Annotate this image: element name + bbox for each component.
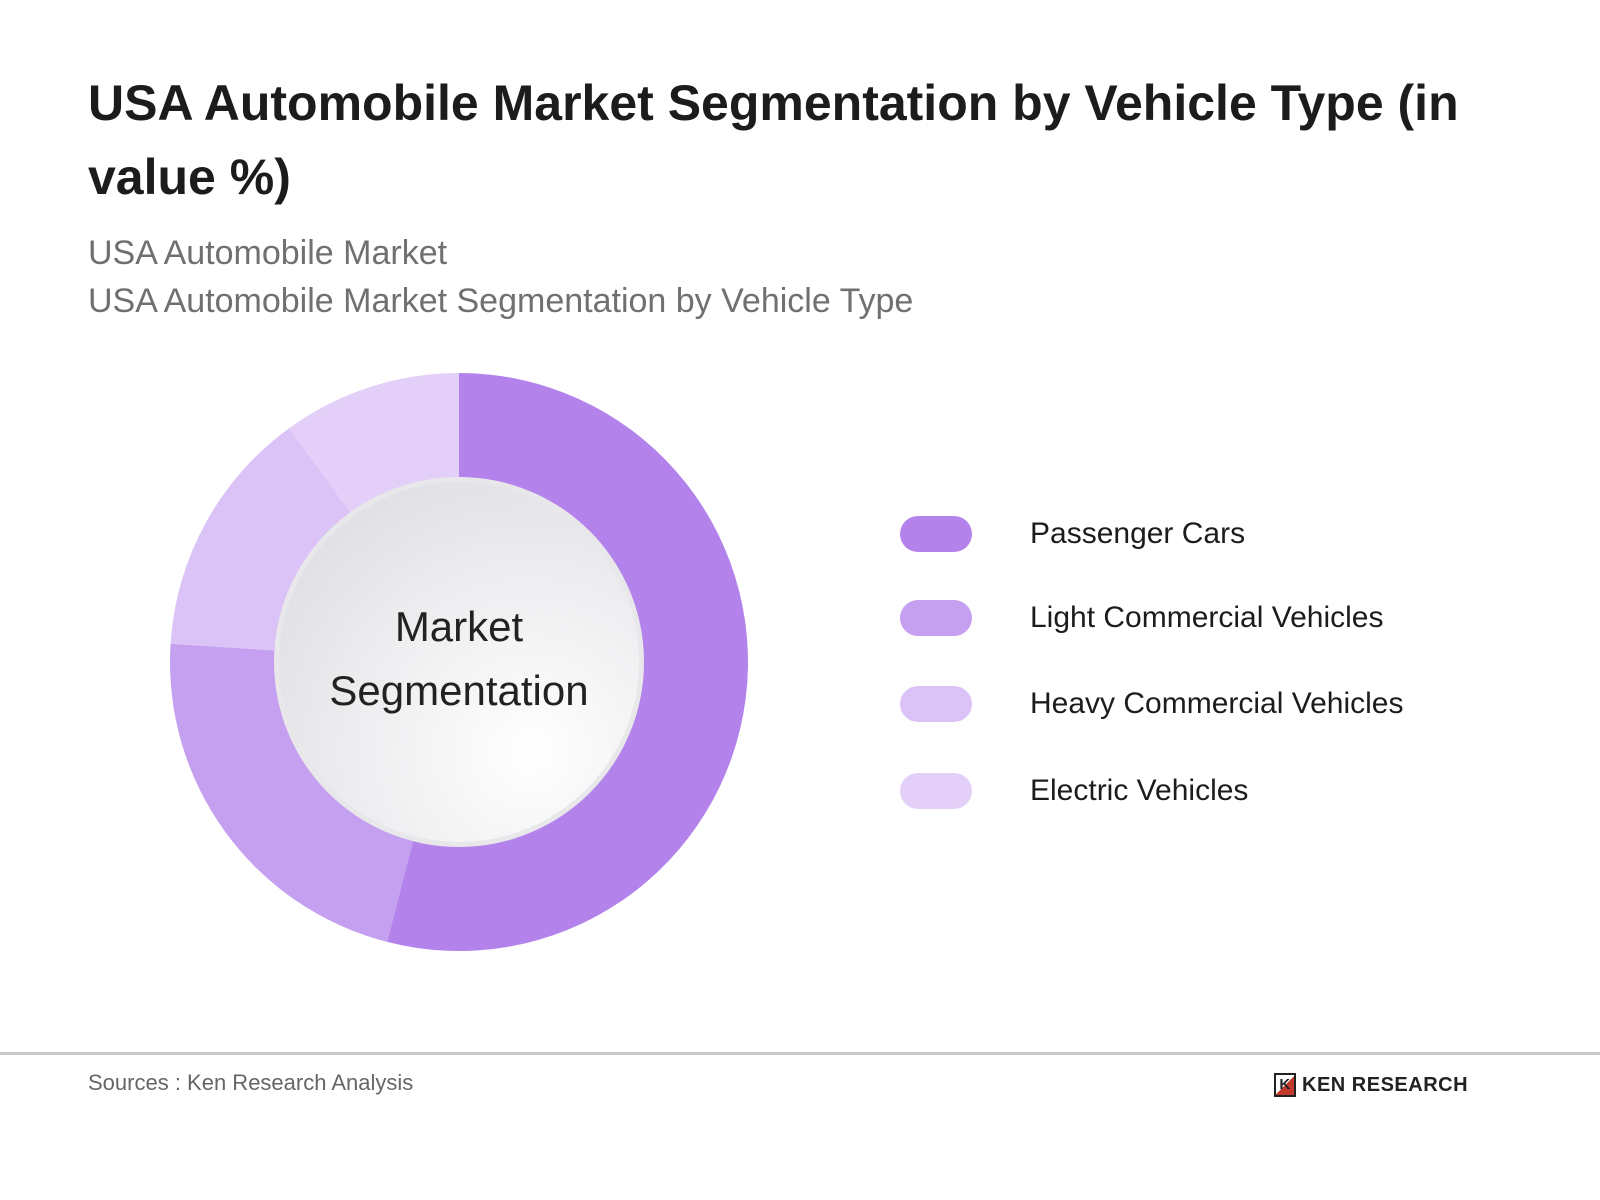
legend-label: Electric Vehicles: [1030, 774, 1249, 807]
center-label-line-2: Segmentation: [329, 667, 589, 714]
legend-item-electric: Electric Vehicles: [900, 773, 1248, 809]
center-label: Market Segmentation: [279, 595, 639, 723]
legend-item-heavy-commercial: Heavy Commercial Vehicles: [900, 686, 1403, 722]
legend-item-passenger-cars: Passenger Cars: [900, 516, 1245, 552]
footer-divider: [0, 1052, 1600, 1055]
logo-text: KEN RESEARCH: [1302, 1073, 1469, 1096]
legend-swatch: [900, 686, 972, 722]
subtitle-line-1: USA Automobile Market: [88, 234, 448, 272]
donut-hole: [279, 482, 639, 842]
legend-swatch: [900, 516, 972, 552]
legend-label: Heavy Commercial Vehicles: [1030, 687, 1404, 720]
chart-title: USA Automobile Market Segmentation by Ve…: [88, 75, 1459, 205]
legend-item-light-commercial: Light Commercial Vehicles: [900, 600, 1383, 636]
legend-label: Light Commercial Vehicles: [1030, 601, 1384, 634]
legend-label: Passenger Cars: [1030, 517, 1246, 550]
legend-swatch: [900, 600, 972, 636]
source-note: Sources : Ken Research Analysis: [88, 1070, 414, 1095]
logo-k-icon: K: [1274, 1073, 1296, 1097]
donut-chart: [170, 373, 748, 951]
center-label-line-1: Market: [394, 603, 524, 650]
ken-research-logo: K KEN RESEARCH: [1274, 1073, 1468, 1097]
legend-swatch: [900, 773, 972, 809]
subtitle-line-2: USA Automobile Market Segmentation by Ve…: [88, 282, 914, 320]
